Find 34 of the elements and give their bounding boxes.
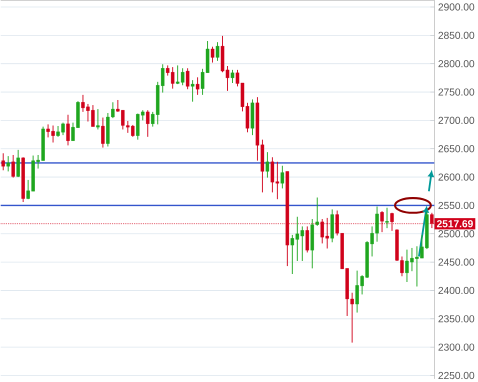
candlestick: [266, 151, 270, 178]
y-tick-label: 2350.00: [438, 314, 474, 322]
candlestick: [216, 41, 220, 62]
y-tick-label: 2700.00: [438, 116, 474, 124]
candlestick: [306, 226, 310, 253]
candlestick: [11, 154, 15, 178]
y-tick-label: 2400.00: [438, 286, 474, 294]
candlestick: [186, 68, 190, 90]
y-tick-label: 2250.00: [438, 372, 474, 379]
y-tick-label: 2300.00: [438, 343, 474, 351]
candlestick: [210, 46, 214, 63]
y-tick-label: 2900.00: [438, 3, 474, 10]
y-tick-label: 2850.00: [438, 32, 474, 39]
candlestick: [1, 152, 5, 170]
candlestick: [66, 114, 70, 146]
y-tick-label: 2650.00: [438, 144, 474, 152]
y-tick-label: 2500.00: [438, 230, 474, 238]
candlestick: [190, 79, 194, 102]
y-tick-label: 2450.00: [438, 258, 474, 266]
candlestick: [196, 76, 200, 96]
candlestick: [330, 208, 334, 242]
candlestick: [230, 69, 234, 84]
candlestick: [101, 116, 105, 148]
y-tick-label: 2750.00: [438, 88, 474, 96]
candlestick: [96, 108, 100, 130]
y-tick-label: 2800.00: [438, 60, 474, 68]
y-tick-label: 2600.00: [438, 173, 474, 180]
ref-line-label: 2517.69: [436, 220, 473, 228]
candlestick: [280, 165, 284, 189]
candlestick: [6, 155, 10, 172]
candlestick: [385, 207, 389, 228]
candlestick: [146, 109, 150, 138]
y-tick-label: 2550.00: [438, 202, 474, 209]
candlestick: [16, 149, 20, 178]
